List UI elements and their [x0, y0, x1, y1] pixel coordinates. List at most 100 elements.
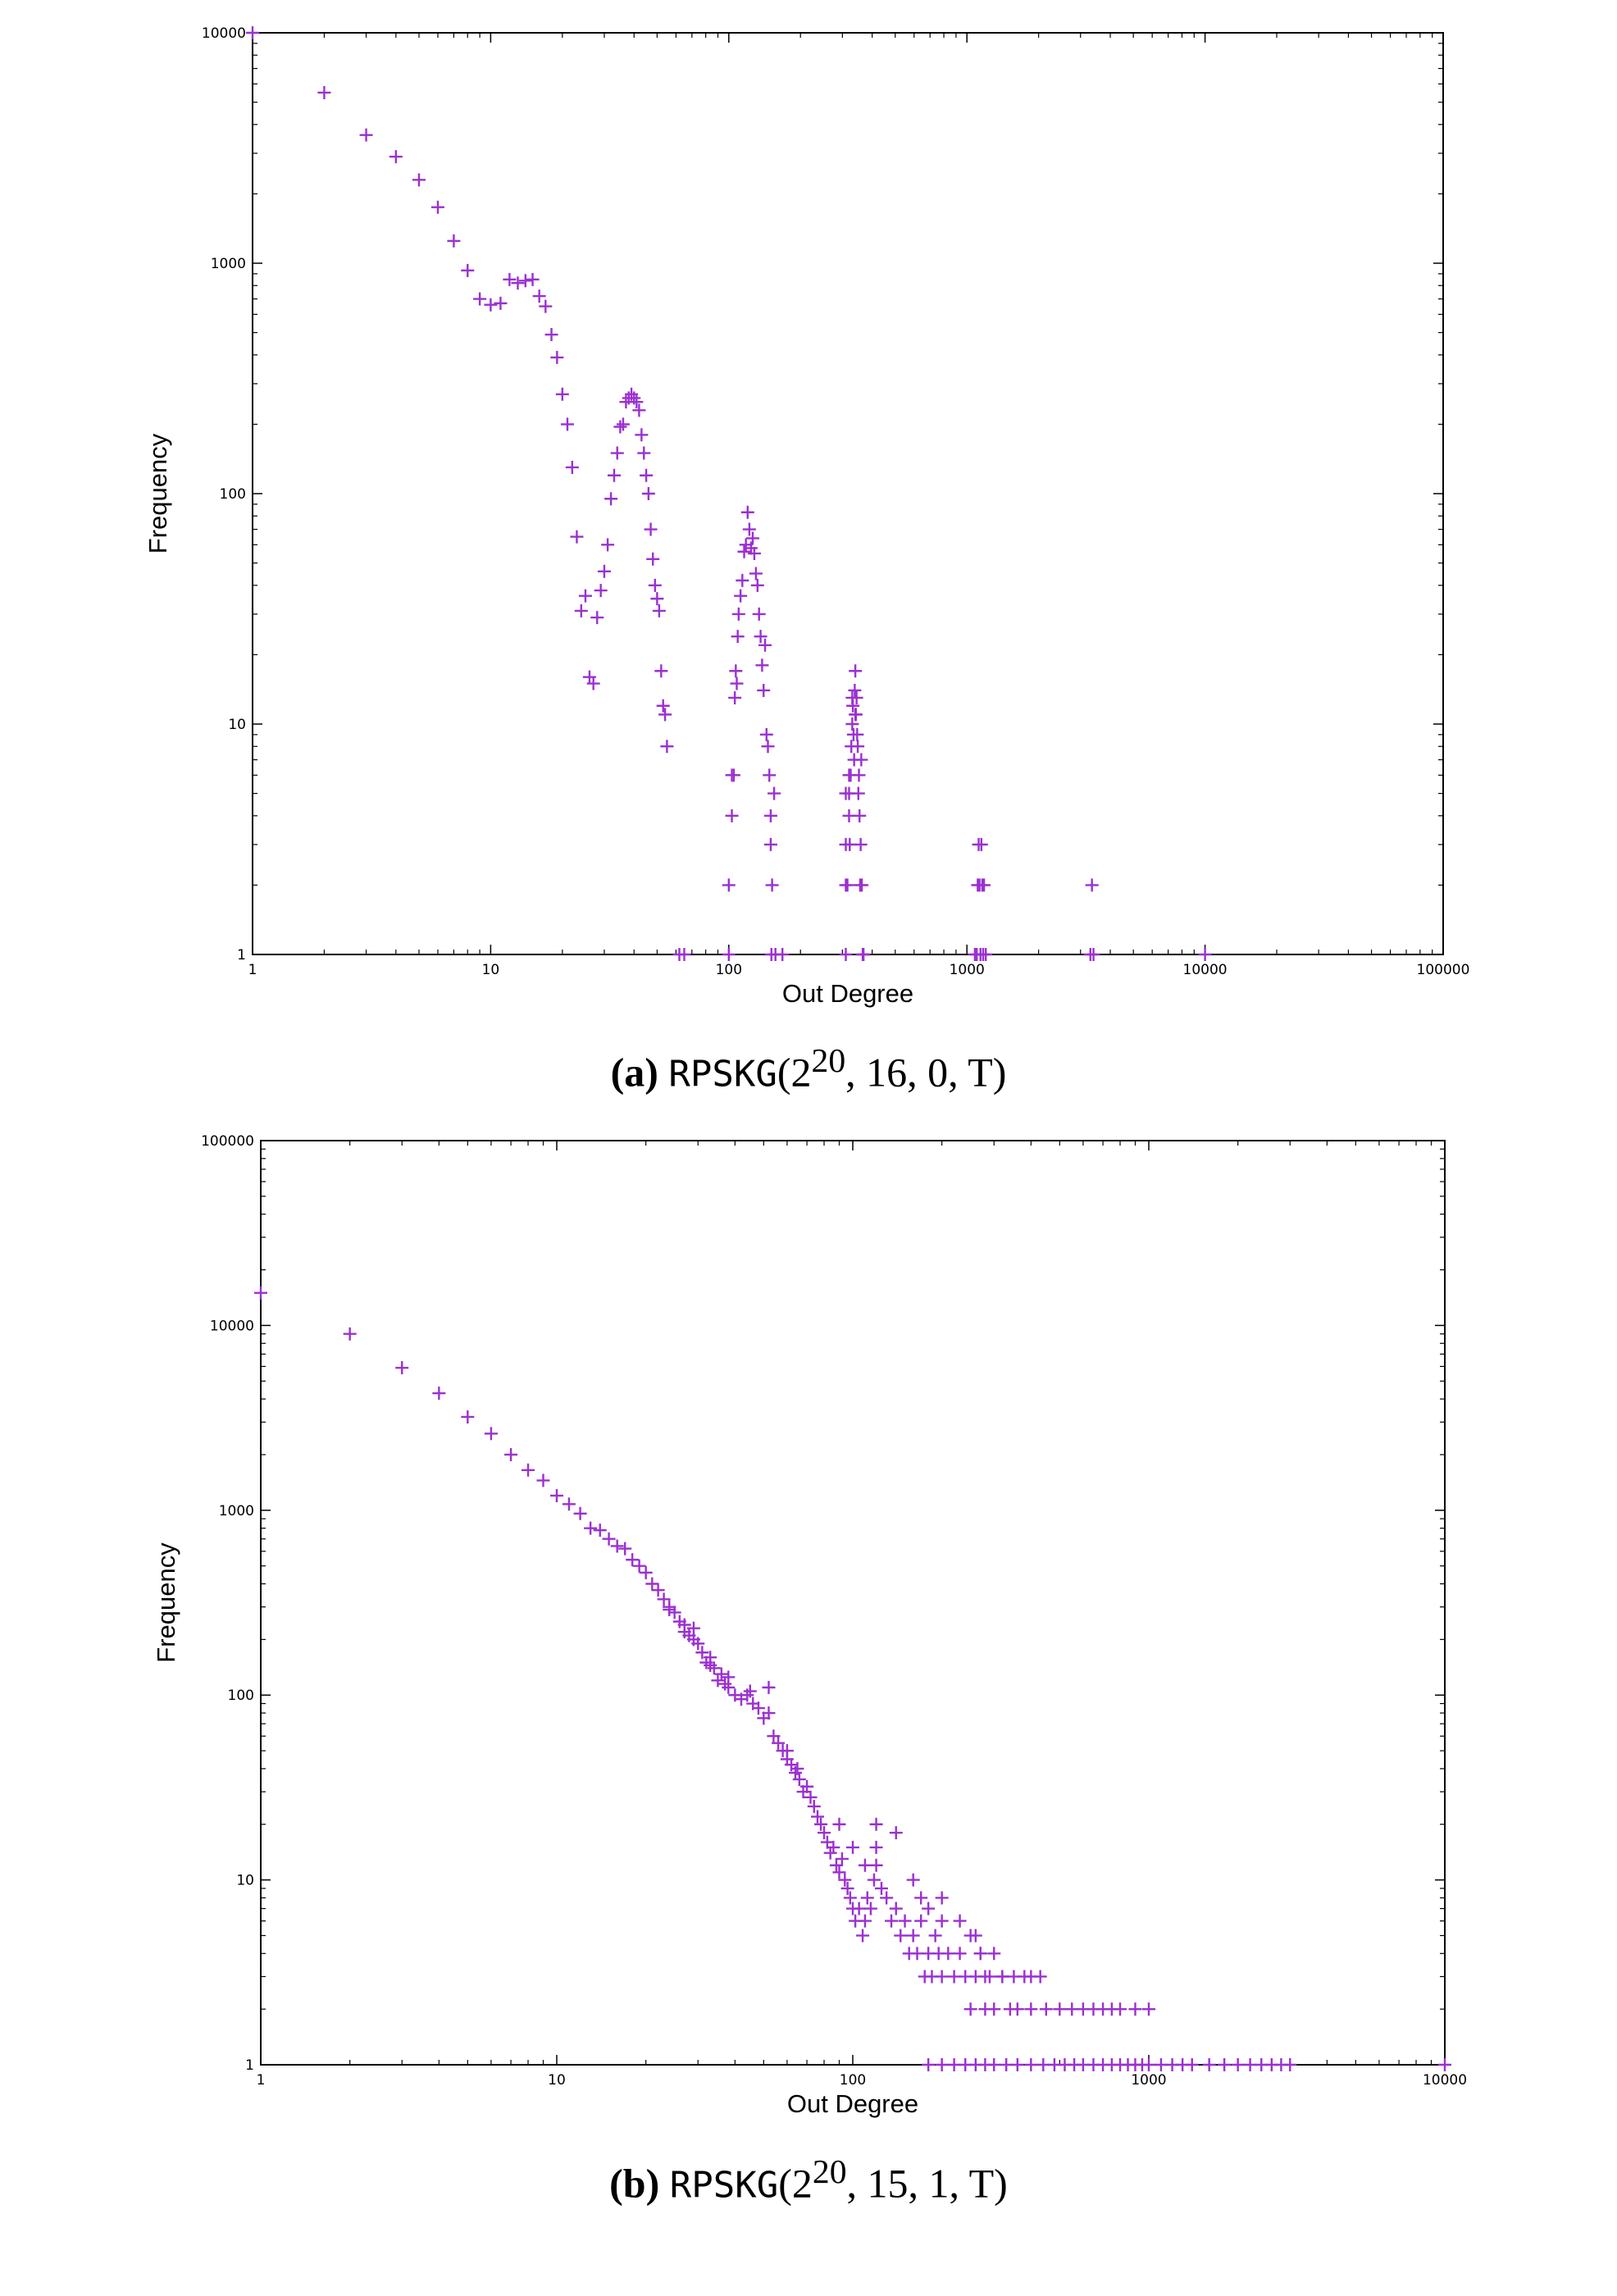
data-point: [855, 878, 869, 892]
data-point: [593, 1524, 607, 1538]
data-point: [484, 1427, 498, 1441]
data-point: [763, 809, 777, 822]
data-point: [677, 1625, 691, 1639]
data-point: [743, 1684, 757, 1698]
caption-label: (a): [610, 1049, 658, 1096]
data-point: [1114, 2002, 1127, 2016]
data-point: [835, 1852, 849, 1866]
data-point: [635, 428, 649, 442]
data-point: [254, 1286, 267, 1300]
data-point: [343, 1327, 357, 1341]
data-point: [730, 676, 744, 690]
data-point: [722, 948, 736, 961]
data-point: [761, 740, 775, 754]
data-point: [857, 948, 871, 961]
data-point: [1128, 2002, 1142, 2016]
data-point: [863, 1902, 877, 1916]
data-point: [889, 1902, 903, 1916]
data-point: [854, 837, 868, 851]
data-point: [644, 522, 658, 536]
data-point: [586, 676, 600, 690]
data-point: [747, 546, 761, 560]
x-axis-title: Out Degree: [782, 979, 913, 1008]
caption-superscript: 20: [811, 1042, 846, 1080]
data-point: [1000, 2058, 1013, 2071]
data-point: [751, 1702, 765, 1715]
data-point: [910, 1947, 924, 1961]
data-point: [722, 878, 736, 892]
data-point: [737, 544, 751, 558]
data-point: [484, 298, 498, 312]
data-point: [613, 420, 627, 434]
data-point: [869, 1858, 883, 1872]
data-point: [968, 1929, 982, 1943]
data-point: [1218, 2058, 1232, 2071]
data-point: [745, 531, 759, 545]
data-point: [810, 1810, 824, 1824]
data-point: [1438, 2058, 1451, 2071]
data-point: [618, 1542, 632, 1556]
data-point: [1033, 1970, 1047, 1984]
data-point: [768, 786, 781, 800]
data-point: [869, 1817, 883, 1831]
data-point: [677, 948, 691, 961]
data-point: [1231, 2058, 1245, 2071]
caption-b: (b) RPSKG(220, 15, 1, T): [0, 2152, 1617, 2207]
x-tick-label: 1000: [950, 962, 985, 978]
data-point: [947, 2058, 961, 2071]
chart-b: 1 10 100 1000 10000 1 10 100 1000 10000 100000 Out …: [152, 1133, 1467, 2118]
caption-args: (2: [777, 1049, 812, 1096]
data-point: [565, 460, 579, 474]
data-point: [853, 809, 867, 822]
data-point: [544, 328, 558, 342]
data-point: [584, 1521, 598, 1535]
data-point: [660, 740, 674, 754]
data-point: [663, 1602, 676, 1616]
data-point: [856, 1929, 870, 1943]
data-point: [845, 718, 859, 731]
data-point: [637, 446, 651, 460]
data-point: [750, 578, 764, 592]
data-point: [840, 878, 854, 892]
data-point: [604, 492, 618, 506]
data-point: [714, 1667, 728, 1681]
data-point: [601, 538, 615, 552]
data-point: [848, 683, 862, 697]
x-tick-label: 1: [257, 2072, 266, 2089]
data-point: [1010, 2002, 1024, 2016]
caption-a: (a) RPSKG(220, 16, 0, T): [0, 1041, 1617, 1096]
data-point: [1039, 2002, 1053, 2016]
data-point: [526, 272, 540, 286]
y-tick-label: 1: [237, 947, 246, 963]
data-point: [610, 446, 624, 460]
data-point: [432, 1387, 446, 1401]
data-point: [461, 263, 475, 277]
x-tick-label: 100000: [1417, 962, 1470, 978]
data-point: [639, 1565, 653, 1579]
data-point: [632, 403, 646, 417]
data-point: [560, 417, 574, 431]
data-point: [839, 948, 853, 961]
data-point: [532, 289, 546, 303]
data-point: [974, 837, 988, 851]
y-axis-title: Frequency: [143, 433, 172, 554]
data-point: [792, 1772, 806, 1786]
data-point: [1010, 2058, 1024, 2071]
data-point: [707, 1661, 721, 1675]
y-tick-label: 10000: [210, 1318, 254, 1334]
y-tick-label: 10: [228, 717, 246, 733]
data-point: [740, 505, 754, 519]
data-point: [947, 1970, 961, 1984]
data-point: [765, 878, 779, 892]
data-point: [851, 740, 865, 754]
caption-superscript: 20: [812, 2153, 847, 2191]
chart-a: 1 10 100 1000 10000 100000 1 10 100 1000 10000 Out …: [143, 25, 1470, 1008]
data-point: [539, 299, 553, 313]
y-tick-label: 1000: [211, 256, 246, 272]
data-point: [590, 611, 604, 625]
data-point: [473, 292, 487, 306]
data-point: [447, 234, 461, 248]
data-point: [607, 468, 621, 482]
data-point: [838, 1873, 852, 1887]
data-point: [645, 1577, 659, 1591]
